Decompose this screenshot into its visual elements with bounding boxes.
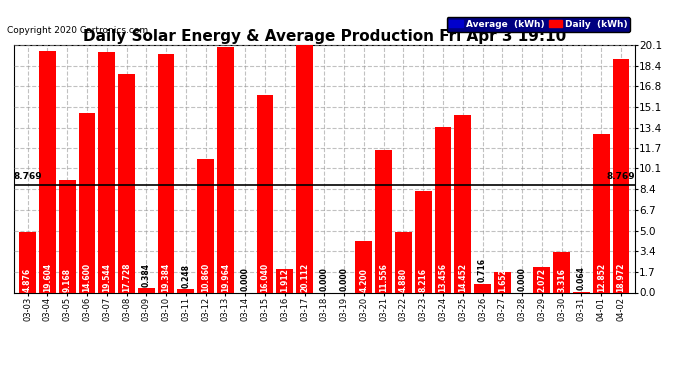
Bar (19, 232, 36, 292)
Text: 14.600: 14.600 (83, 263, 92, 292)
Text: 4.200: 4.200 (359, 268, 368, 292)
Text: 0.248: 0.248 (181, 264, 190, 288)
Bar (99, 52, 115, 292)
Text: 0.000: 0.000 (319, 267, 329, 291)
Bar (415, 191, 431, 292)
Text: 4.876: 4.876 (23, 268, 32, 292)
Text: 19.384: 19.384 (161, 262, 170, 292)
Bar (79, 113, 95, 292)
Text: 4.880: 4.880 (399, 268, 408, 292)
Bar (118, 74, 135, 292)
Text: 19.544: 19.544 (102, 263, 111, 292)
Bar (435, 127, 451, 292)
Text: 16.040: 16.040 (260, 263, 270, 292)
Bar (138, 288, 155, 292)
Text: 0.384: 0.384 (142, 262, 151, 286)
Text: 1.912: 1.912 (280, 268, 289, 292)
Bar (59, 180, 76, 292)
Title: Daily Solar Energy & Average Production Fri Apr 3 19:10: Daily Solar Energy & Average Production … (83, 29, 566, 44)
Text: 0.000: 0.000 (339, 267, 348, 291)
Text: 13.456: 13.456 (438, 263, 447, 292)
Text: 11.556: 11.556 (379, 263, 388, 292)
Bar (613, 59, 629, 292)
Bar (553, 252, 570, 292)
Bar (454, 114, 471, 292)
Bar (355, 241, 373, 292)
Bar (177, 290, 195, 292)
Bar (217, 46, 234, 292)
Bar (593, 134, 609, 292)
Text: 17.728: 17.728 (122, 262, 131, 292)
Text: 3.316: 3.316 (557, 268, 566, 292)
Bar (158, 54, 175, 292)
Text: 20.112: 20.112 (300, 263, 309, 292)
Text: 19.964: 19.964 (221, 263, 230, 292)
Text: 0.000: 0.000 (241, 267, 250, 291)
Text: 0.716: 0.716 (478, 258, 487, 282)
Bar (39, 51, 56, 292)
Text: 8.216: 8.216 (419, 268, 428, 292)
Text: Copyright 2020 Cartronics.com: Copyright 2020 Cartronics.com (7, 26, 148, 35)
Text: 10.860: 10.860 (201, 262, 210, 292)
Text: 9.168: 9.168 (63, 268, 72, 292)
Text: 2.072: 2.072 (538, 268, 546, 292)
Bar (474, 284, 491, 292)
Text: 0.064: 0.064 (577, 267, 586, 291)
Text: 19.604: 19.604 (43, 263, 52, 292)
Bar (533, 267, 550, 292)
Text: 1.652: 1.652 (497, 268, 506, 292)
Text: 8.769: 8.769 (14, 172, 42, 181)
Text: 18.972: 18.972 (616, 262, 625, 292)
Text: 0.000: 0.000 (518, 267, 526, 291)
Bar (257, 95, 273, 292)
Text: 12.852: 12.852 (597, 263, 606, 292)
Bar (395, 232, 412, 292)
Bar (375, 150, 392, 292)
Bar (494, 272, 511, 292)
Text: 8.769: 8.769 (607, 172, 635, 181)
Text: 14.452: 14.452 (458, 263, 467, 292)
Bar (197, 159, 214, 292)
Bar (276, 269, 293, 292)
Bar (296, 45, 313, 292)
Legend: Average  (kWh), Daily  (kWh): Average (kWh), Daily (kWh) (446, 17, 630, 32)
